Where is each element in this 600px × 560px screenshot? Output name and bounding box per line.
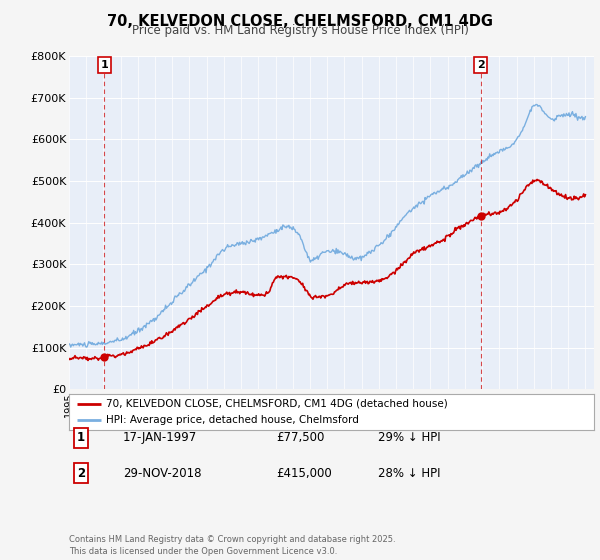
Text: 70, KELVEDON CLOSE, CHELMSFORD, CM1 4DG (detached house): 70, KELVEDON CLOSE, CHELMSFORD, CM1 4DG …	[106, 399, 448, 408]
Text: 2: 2	[477, 60, 485, 70]
Text: Price paid vs. HM Land Registry's House Price Index (HPI): Price paid vs. HM Land Registry's House …	[131, 24, 469, 37]
Text: Contains HM Land Registry data © Crown copyright and database right 2025.
This d: Contains HM Land Registry data © Crown c…	[69, 535, 395, 556]
Text: 28% ↓ HPI: 28% ↓ HPI	[378, 466, 440, 480]
Text: HPI: Average price, detached house, Chelmsford: HPI: Average price, detached house, Chel…	[106, 416, 359, 425]
Text: 70, KELVEDON CLOSE, CHELMSFORD, CM1 4DG: 70, KELVEDON CLOSE, CHELMSFORD, CM1 4DG	[107, 14, 493, 29]
Text: 1: 1	[77, 431, 85, 445]
Text: 29% ↓ HPI: 29% ↓ HPI	[378, 431, 440, 445]
Text: 1: 1	[100, 60, 108, 70]
Text: £77,500: £77,500	[276, 431, 325, 445]
Text: 2: 2	[77, 466, 85, 480]
Text: 29-NOV-2018: 29-NOV-2018	[123, 466, 202, 480]
Text: 17-JAN-1997: 17-JAN-1997	[123, 431, 197, 445]
Text: £415,000: £415,000	[276, 466, 332, 480]
